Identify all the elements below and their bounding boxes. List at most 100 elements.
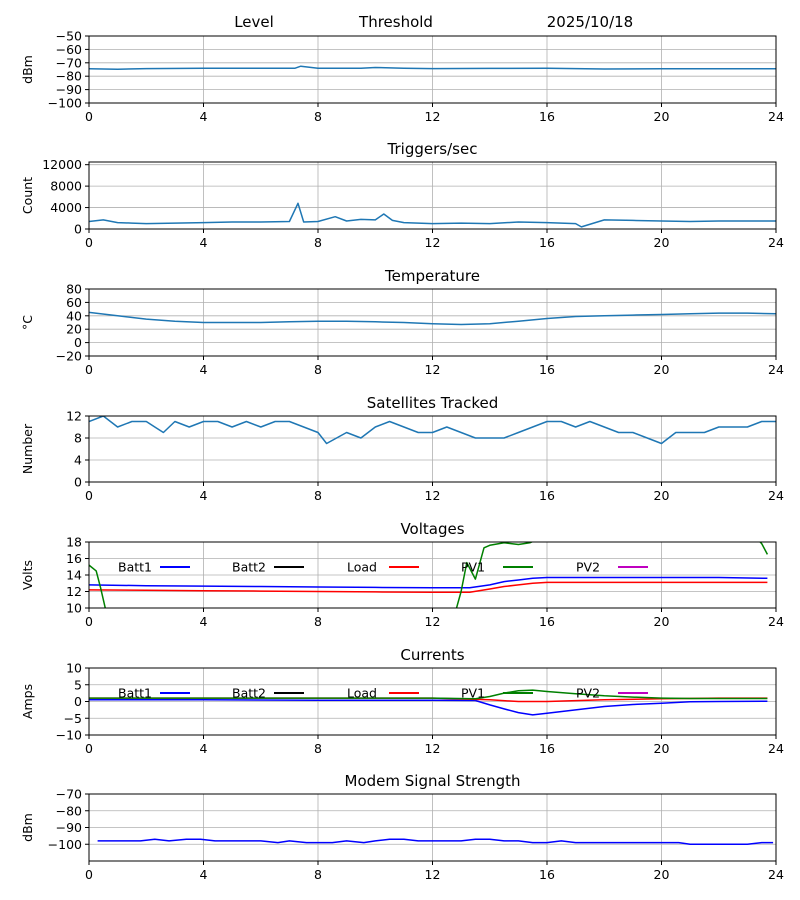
y-tick-label: −80 (56, 803, 82, 818)
y-tick-label: 0 (74, 335, 82, 350)
legend-label-batt2: Batt2 (232, 560, 266, 575)
legend-label-pv1: PV1 (461, 560, 485, 575)
series-line-pv1 (89, 689, 768, 700)
x-tick-label: 16 (539, 867, 555, 882)
legend-label-pv2: PV2 (576, 686, 600, 701)
panel-title: Satellites Tracked (367, 394, 498, 412)
x-tick-label: 4 (200, 867, 208, 882)
y-tick-label: 16 (66, 551, 82, 566)
y-tick-label: 0 (74, 222, 82, 237)
y-tick-label: 5 (74, 677, 82, 692)
y-tick-label: 80 (66, 282, 82, 297)
x-tick-label: 12 (425, 488, 441, 503)
x-tick-label: 8 (314, 741, 322, 756)
x-tick-label: 12 (425, 614, 441, 629)
y-tick-label: 60 (66, 295, 82, 310)
x-tick-label: 8 (314, 614, 322, 629)
x-tick-label: 24 (768, 614, 784, 629)
y-tick-label: 20 (66, 322, 82, 337)
legend-label-pv2: PV2 (576, 560, 600, 575)
y-tick-label: 4000 (50, 200, 82, 215)
series-line-main (89, 65, 776, 70)
x-tick-label: 24 (768, 741, 784, 756)
legend-label-batt2: Batt2 (232, 686, 266, 701)
y-tick-label: 12 (66, 409, 82, 424)
x-tick-label: 8 (314, 488, 322, 503)
panel-title: Temperature (384, 267, 480, 285)
series-line-main (97, 838, 774, 846)
y-tick-label: −90 (56, 820, 82, 835)
y-tick-label: −90 (56, 82, 82, 97)
series-line-pv1 (89, 542, 769, 608)
y-tick-label: 4 (74, 453, 82, 468)
y-axis-label: dBm (20, 813, 35, 842)
legend-label-pv1: PV1 (461, 686, 485, 701)
y-axis-label: Count (20, 177, 35, 214)
y-tick-label: 10 (66, 601, 82, 616)
y-tick-label: 14 (66, 568, 82, 583)
header-date: 2025/10/18 (547, 13, 633, 31)
x-tick-label: 4 (200, 614, 208, 629)
figure-header: Level Threshold 2025/10/18 (234, 13, 633, 31)
x-tick-label: 16 (539, 488, 555, 503)
x-tick-label: 16 (539, 741, 555, 756)
x-tick-label: 0 (85, 614, 93, 629)
x-tick-label: 4 (200, 488, 208, 503)
y-tick-label: 40 (66, 308, 82, 323)
y-tick-label: −50 (56, 29, 82, 44)
x-tick-label: 24 (768, 235, 784, 250)
header-threshold: Threshold (358, 13, 433, 31)
x-tick-label: 0 (85, 741, 93, 756)
y-axis-label: dBm (20, 55, 35, 84)
x-tick-label: 12 (425, 362, 441, 377)
panel-title: Currents (400, 646, 464, 664)
y-axis-label: Volts (20, 560, 35, 590)
y-tick-label: 10 (66, 661, 82, 676)
y-tick-label: 0 (74, 475, 82, 490)
x-tick-label: 16 (539, 614, 555, 629)
panel-4: 0 4 8 12 16 20 24 0 4 8 12 Satellites Tracked Number (20, 394, 784, 503)
legend-label-load: Load (347, 560, 377, 575)
x-tick-label: 24 (768, 109, 784, 124)
y-tick-label: 12 (66, 584, 82, 599)
x-tick-label: 12 (425, 235, 441, 250)
series-line-main (89, 311, 776, 326)
x-tick-label: 0 (85, 488, 93, 503)
y-tick-label: 12000 (42, 157, 82, 172)
series-line-batt1 (89, 699, 768, 716)
y-tick-label: −5 (64, 711, 82, 726)
y-tick-label: 8 (74, 431, 82, 446)
series-line-main (89, 202, 776, 228)
panel-title: Triggers/sec (387, 140, 478, 158)
x-tick-label: 20 (654, 488, 670, 503)
x-tick-label: 12 (425, 741, 441, 756)
y-tick-label: −10 (56, 728, 82, 743)
x-tick-label: 20 (654, 109, 670, 124)
y-tick-label: −100 (48, 96, 82, 111)
y-tick-label: −60 (56, 42, 82, 57)
panel-7: 0 4 8 12 16 20 24 −100 −90 −80−70 Modem Signal Str… (20, 772, 784, 882)
x-tick-label: 16 (539, 362, 555, 377)
x-tick-label: 4 (200, 741, 208, 756)
x-tick-label: 24 (768, 362, 784, 377)
y-tick-label: −70 (56, 55, 82, 70)
x-tick-label: 4 (200, 235, 208, 250)
panel-1: 0 4 8 12 16 20 24 −100−90−80−70−60−50 dBm (20, 29, 784, 125)
x-tick-label: 0 (85, 867, 93, 882)
x-tick-label: 24 (768, 867, 784, 882)
x-tick-label: 24 (768, 488, 784, 503)
x-tick-label: 12 (425, 109, 441, 124)
y-tick-label: −80 (56, 69, 82, 84)
y-tick-label: −100 (48, 837, 82, 852)
y-axis-label: Amps (20, 684, 35, 719)
panel-2: 0 4 8 12 16 20 24 0 4000 8000 12000 Triggers/sec Cou… (20, 140, 784, 250)
y-tick-label: −70 (56, 787, 82, 802)
x-tick-label: 8 (314, 867, 322, 882)
series-line-batt1 (89, 576, 768, 589)
series-line-main (89, 416, 776, 445)
x-tick-label: 0 (85, 235, 93, 250)
x-tick-label: 0 (85, 109, 93, 124)
x-tick-label: 4 (200, 109, 208, 124)
